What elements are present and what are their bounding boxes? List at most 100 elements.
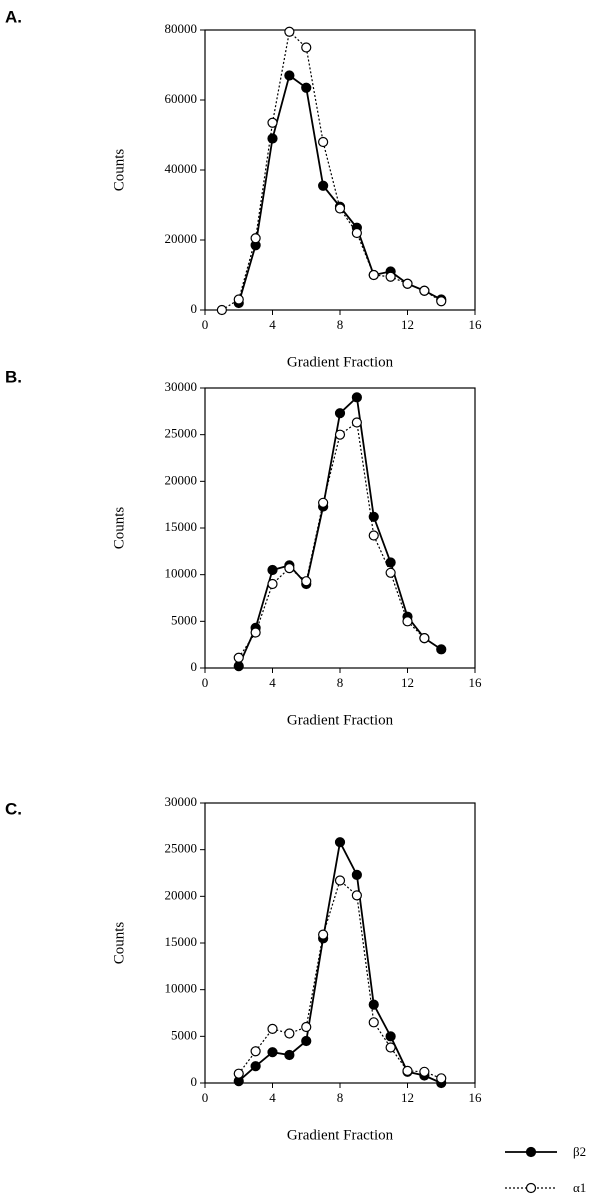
data-point [368,269,379,281]
y-tick-label: 0 [191,1074,198,1089]
data-point [216,304,227,316]
y-tick-label: 15000 [165,519,198,534]
y-tick-label: 80000 [165,21,198,36]
data-point [351,869,362,880]
y-tick-label: 10000 [165,566,198,581]
data-point [250,627,261,638]
data-point [419,633,430,644]
x-axis-label: Gradient Fraction [287,354,394,370]
y-tick-label: 15000 [165,934,198,949]
data-point [419,1066,430,1077]
data-point [318,497,329,508]
data-point [334,837,346,848]
data-point [284,563,295,574]
data-point [284,26,295,37]
y-axis-label: Counts [111,922,127,965]
data-point [301,1021,312,1033]
data-point [301,576,312,587]
x-tick-label: 8 [337,317,344,332]
data-point [436,644,447,655]
y-tick-label: 20000 [165,231,198,246]
x-tick-label: 12 [401,675,414,690]
x-tick-label: 4 [269,1090,276,1105]
data-point [318,180,329,191]
data-point [250,1046,261,1057]
data-point [267,564,278,576]
data-point [233,652,244,663]
data-point [301,1035,312,1047]
y-tick-label: 0 [191,301,198,316]
data-point [385,1031,396,1042]
y-axis-label: Counts [111,507,127,550]
x-tick-label: 12 [401,1090,414,1105]
data-point [351,392,362,403]
data-point [368,511,379,522]
y-tick-label: 20000 [165,887,198,902]
data-point [402,616,413,627]
y-tick-label: 30000 [165,379,198,394]
data-point [385,557,396,568]
legend-label: β2 [573,1144,586,1159]
legend-marker [525,1146,537,1158]
data-point [267,578,278,590]
data-point [402,278,413,289]
x-tick-label: 4 [269,675,276,690]
data-point [267,117,278,128]
data-point [334,429,346,440]
data-point [334,875,346,886]
data-point [385,1042,396,1053]
series-line [237,74,442,304]
data-point [284,1049,295,1061]
data-point [385,271,396,282]
data-point [368,530,379,541]
x-axis-label: Gradient Fraction [287,1127,394,1143]
data-point [318,929,329,940]
legend-label: α1 [573,1180,586,1195]
plot-frame [204,29,476,311]
x-tick-label: 0 [202,317,209,332]
y-tick-label: 20000 [165,472,198,487]
x-tick-label: 16 [469,1090,483,1105]
data-point [267,1023,278,1034]
data-point [351,890,362,901]
data-point [334,203,346,214]
y-axis-label: Counts [111,149,127,192]
y-tick-label: 0 [191,659,198,674]
x-tick-label: 0 [202,1090,209,1105]
y-tick-label: 5000 [171,612,197,627]
y-tick-label: 25000 [165,841,198,856]
legend-marker [525,1182,537,1194]
data-point [250,1061,261,1072]
x-axis-label: Gradient Fraction [287,712,394,728]
data-point [301,82,312,93]
x-tick-label: 16 [469,675,483,690]
data-point [368,999,379,1010]
y-tick-label: 60000 [165,91,198,106]
y-tick-label: 30000 [165,794,198,809]
data-point [368,1017,379,1028]
y-tick-label: 10000 [165,981,198,996]
data-point [284,1028,295,1039]
data-point [267,1047,278,1058]
panel-label: B. [5,367,22,386]
data-point [436,1073,447,1084]
x-tick-label: 0 [202,675,209,690]
data-point [233,661,244,672]
data-point [318,136,329,148]
data-point [385,567,396,578]
data-point [419,285,430,296]
x-tick-label: 8 [337,1090,344,1105]
y-tick-label: 40000 [165,161,198,176]
y-tick-label: 25000 [165,426,198,441]
data-point [351,227,362,239]
series-line [238,421,425,659]
y-tick-label: 5000 [171,1027,197,1042]
data-point [233,1068,244,1079]
data-point [233,294,244,305]
series-line [221,30,442,311]
x-tick-label: 4 [269,317,276,332]
panel-label: C. [5,799,22,818]
data-point [250,233,261,244]
panel-label: A. [5,7,22,26]
data-point [351,417,362,428]
